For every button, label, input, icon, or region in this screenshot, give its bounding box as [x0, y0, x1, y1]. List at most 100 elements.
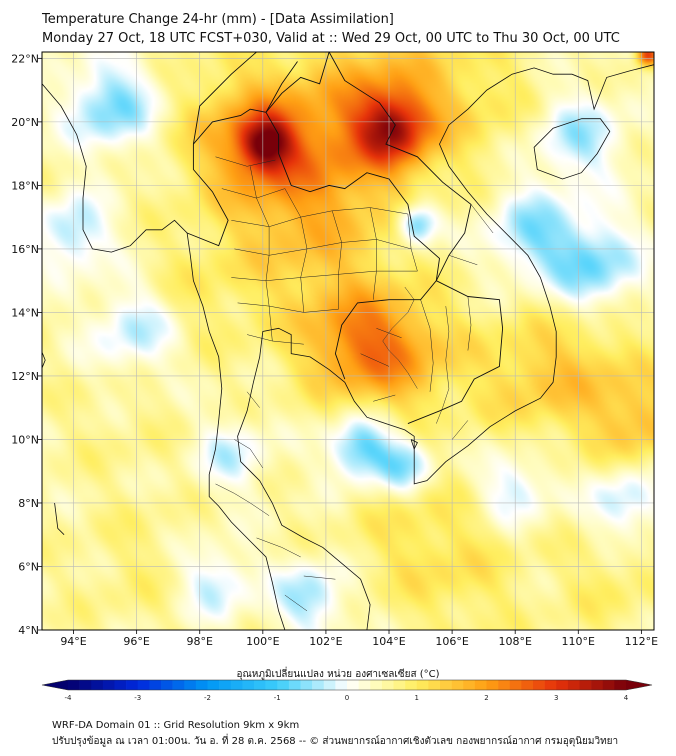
colorbar-tick-label: 0: [345, 694, 349, 700]
colorbar-segment: [265, 680, 278, 690]
colorbar-label: อุณหภูมิเปลี่ยนแปลง หน่วย องศาเซลเซียส (…: [236, 669, 440, 680]
colorbar-segment: [300, 680, 313, 690]
colorbar-segment: [149, 680, 162, 690]
province-boundary: [467, 296, 472, 351]
colorbar-segment: [393, 680, 406, 690]
colorbar-segment: [358, 680, 371, 690]
lon-tick-label: 110°E: [562, 635, 595, 648]
country-border: [407, 280, 504, 425]
province-boundary: [249, 166, 273, 342]
coastline: [533, 118, 611, 180]
lat-tick-label: 18°N: [11, 179, 39, 192]
province-boundary: [284, 188, 308, 313]
model-info: WRF-DA Domain 01 :: Grid Resolution 9km …: [52, 720, 300, 731]
graticule: [42, 52, 654, 630]
lon-tick-label: 112°E: [625, 635, 658, 648]
province-boundary: [331, 210, 342, 310]
colorbar-segment: [184, 680, 197, 690]
colorbar-segment: [405, 680, 418, 690]
colorbar-tick-label: -3: [134, 694, 141, 700]
province-boundary: [407, 213, 418, 272]
map-frame: [41, 51, 655, 631]
colorbar-tick-label: 2: [484, 694, 488, 700]
colorbar-segment: [579, 680, 592, 690]
colorbar-segment: [567, 680, 580, 690]
colorbar-segment: [207, 680, 220, 690]
province-boundary: [237, 302, 339, 313]
lon-tick-label: 96°E: [123, 635, 149, 648]
colorbar-segment: [591, 680, 604, 690]
colorbar-segment: [509, 680, 522, 690]
province-boundary: [369, 207, 377, 300]
country-border: [265, 61, 298, 113]
colorbar-segment: [172, 680, 185, 690]
colorbar-segment: [312, 680, 325, 690]
colorbar-segment: [463, 680, 476, 690]
lat-tick-label: 22°N: [11, 52, 39, 65]
lon-tick-label: 94°E: [60, 635, 86, 648]
colorbar-segment: [521, 680, 534, 690]
colorbar-min-arrow: [42, 680, 68, 690]
coastline: [42, 83, 286, 630]
update-info: ปรับปรุงข้อมูล ณ เวลา 01:00น. วัน อ. ที่…: [52, 736, 619, 747]
province-boundary: [373, 394, 396, 402]
province-boundary: [234, 439, 264, 469]
colorbar-segment: [498, 680, 511, 690]
colorbar-segment: [533, 680, 545, 690]
colorbar-segment: [440, 680, 452, 690]
map-title: Temperature Change 24-hr (mm) - [Data As…: [42, 12, 394, 27]
province-boundary: [451, 420, 469, 440]
province-boundary: [470, 204, 494, 234]
province-boundary: [215, 483, 270, 516]
lon-tick-label: 106°E: [435, 635, 468, 648]
province-boundary: [420, 299, 434, 392]
colorbar-segment: [335, 680, 348, 690]
colorbar-segment: [230, 680, 243, 690]
colorbar-segment: [219, 680, 232, 690]
colorbar-segment: [602, 680, 615, 690]
colorbar-segment: [323, 680, 336, 690]
colorbar-segment: [474, 680, 487, 690]
colorbar-segment: [288, 680, 301, 690]
lon-tick-label: 102°E: [309, 635, 342, 648]
map-axes: 94°E 96°E 98°E 100°E 102°E 104°E 106°E 108°E 110…: [11, 52, 658, 648]
colorbar-segment: [137, 680, 150, 690]
colorbar-segment: [126, 680, 139, 690]
province-boundary: [448, 255, 478, 266]
lat-tick-label: 6°N: [18, 560, 39, 573]
province-boundary: [360, 353, 390, 367]
colorbar-segment: [68, 680, 80, 690]
country-border: [192, 52, 257, 145]
colorbar-segment: [277, 680, 290, 690]
coastline: [410, 439, 418, 451]
colorbar-segment: [416, 680, 429, 690]
lat-tick-label: 10°N: [11, 433, 39, 446]
colorbar-segment: [614, 680, 627, 690]
forecast-map: 94°E 96°E 98°E 100°E 102°E 104°E 106°E 108°E 110…: [11, 51, 658, 700]
colorbar-segment: [91, 680, 104, 690]
coastline: [54, 502, 65, 535]
lat-tick-label: 14°N: [11, 306, 39, 319]
temperature-field: [42, 52, 654, 630]
colorbar-segment: [556, 680, 569, 690]
colorbar-max-arrow: [626, 680, 652, 690]
colorbar: -4 -3 -2 -1 0 1 2 3 4: [41, 679, 653, 700]
colorbar-segment: [242, 680, 255, 690]
colorbar-tick-label: -1: [274, 694, 281, 700]
province-boundary: [215, 156, 276, 167]
province-boundary: [256, 537, 301, 558]
province-boundary: [303, 575, 336, 580]
lat-tick-label: 12°N: [11, 370, 39, 383]
colorbar-segment: [347, 680, 359, 690]
colorbar-segment: [161, 680, 173, 690]
geography-lines: [42, 52, 654, 630]
lat-tick-label: 4°N: [18, 624, 39, 637]
colorbar-tick-label: 4: [624, 694, 629, 700]
coastline: [237, 64, 654, 630]
map-subtitle: Monday 27 Oct, 18 UTC FCST+030, Valid at…: [42, 31, 620, 46]
lon-tick-label: 100°E: [246, 635, 279, 648]
province-boundary: [231, 270, 418, 281]
province-boundary: [246, 391, 260, 408]
province-boundary: [376, 328, 402, 339]
country-border: [186, 108, 440, 380]
